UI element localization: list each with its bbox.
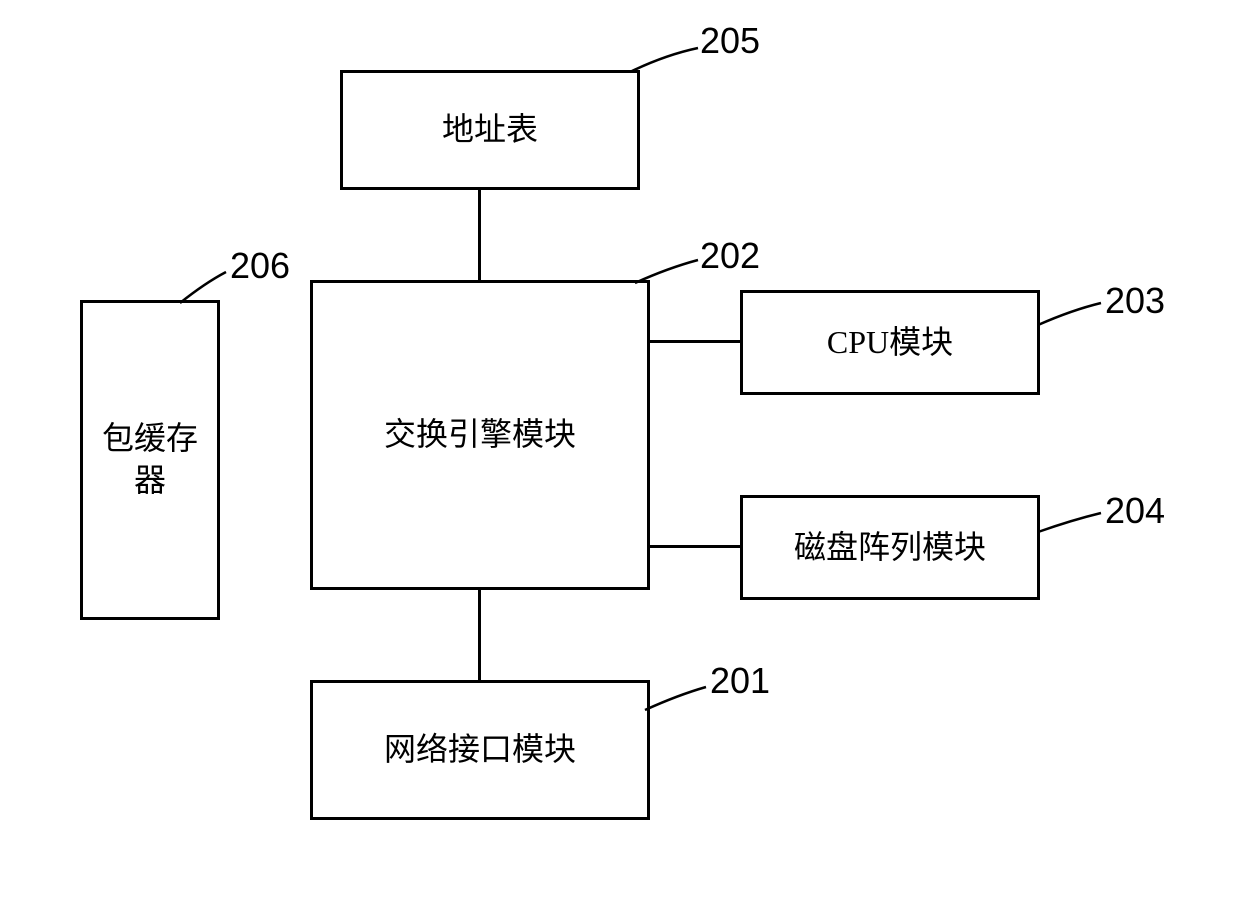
node-packet-buffer: 包缓存 器 [80, 300, 220, 620]
node-label-disk-array: 磁盘阵列模块 [794, 527, 986, 569]
ref-204: 204 [1105, 490, 1165, 532]
ref-202: 202 [700, 235, 760, 277]
ref-201: 201 [710, 660, 770, 702]
node-label-address-table: 地址表 [442, 109, 538, 151]
ref-205: 205 [700, 20, 760, 62]
edge-switch-to-disk [650, 545, 740, 548]
node-switch-engine: 交换引擎模块 [310, 280, 650, 590]
node-label-packet-buffer: 包缓存 器 [102, 418, 198, 501]
edge-address-to-switch [478, 190, 481, 280]
node-disk-array: 磁盘阵列模块 [740, 495, 1040, 600]
node-cpu-module: CPU模块 [740, 290, 1040, 395]
ref-206: 206 [230, 245, 290, 287]
edge-switch-to-network [478, 590, 481, 680]
node-address-table: 地址表 [340, 70, 640, 190]
node-label-cpu-module: CPU模块 [827, 322, 953, 364]
node-network-interface: 网络接口模块 [310, 680, 650, 820]
edge-switch-to-cpu [650, 340, 740, 343]
node-label-switch-engine: 交换引擎模块 [384, 414, 576, 456]
node-label-network-interface: 网络接口模块 [384, 729, 576, 771]
ref-203: 203 [1105, 280, 1165, 322]
